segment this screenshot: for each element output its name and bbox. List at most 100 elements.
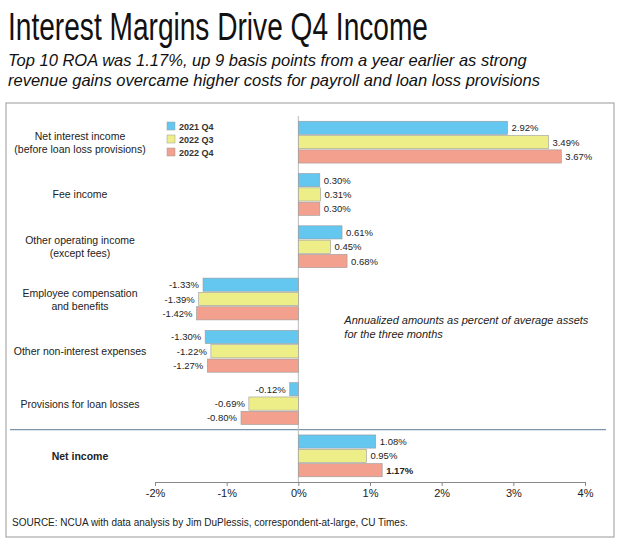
text-line: Net income (52, 450, 109, 462)
legend-item: 2022 Q3 (167, 135, 214, 145)
legend-label: 2022 Q3 (179, 135, 214, 145)
data-label: 0.68% (351, 256, 378, 267)
legend-label: 2022 Q4 (179, 148, 214, 158)
data-label: 0.95% (370, 450, 397, 461)
x-tick: 1% (363, 482, 379, 499)
data-label: -1.33% (169, 279, 200, 290)
data-label: 1.08% (380, 436, 407, 447)
data-label: 0.30% (324, 203, 351, 214)
x-tick-label: 1% (363, 487, 379, 499)
x-tick: 0% (291, 482, 307, 499)
x-tick-mark (298, 482, 299, 486)
x-tick-label: -2% (146, 487, 166, 499)
bar (205, 330, 298, 343)
bar (298, 202, 320, 215)
subtitle: Top 10 ROA was 1.17%, up 9 basis points … (8, 51, 540, 89)
legend-swatch (167, 122, 175, 130)
category-label: Employee compensationand benefits (23, 287, 138, 312)
title: Interest Margins Drive Q4 Income (8, 6, 428, 48)
x-tick-mark (227, 482, 228, 486)
x-tick: -1% (217, 482, 237, 499)
text-line: for the three months (344, 328, 443, 340)
text-line: Employee compensation (23, 287, 138, 299)
bar (298, 174, 320, 187)
x-tick: 4% (578, 482, 594, 499)
text-line: Other non-interest expenses (14, 345, 147, 357)
legend-item: 2021 Q4 (167, 122, 214, 132)
data-label: -0.12% (256, 384, 287, 395)
data-label: -1.30% (171, 331, 202, 342)
data-label: 1.17% (386, 465, 413, 476)
source: SOURCE: NCUA with data analysis by Jim D… (12, 517, 408, 528)
x-tick-mark (370, 482, 371, 486)
x-tick-mark (513, 482, 514, 486)
data-label: -1.39% (165, 294, 196, 305)
data-label: -1.42% (162, 308, 193, 319)
x-tick: 3% (506, 482, 522, 499)
x-tick-mark (442, 482, 443, 486)
data-label: -1.27% (173, 360, 204, 371)
x-tick-mark (155, 482, 156, 486)
text-line: and benefits (51, 300, 108, 312)
text-line: Fee income (53, 188, 108, 200)
x-tick-label: 4% (578, 487, 594, 499)
text-line: Annualized amounts as percent of average… (343, 314, 588, 326)
x-tick-label: 0% (291, 487, 307, 499)
data-label: 2.92% (512, 122, 539, 133)
data-label: 3.67% (565, 151, 592, 162)
bar (298, 136, 548, 149)
bar (298, 254, 347, 267)
data-label: -0.80% (207, 412, 238, 423)
x-tick-label: -1% (217, 487, 237, 499)
x-axis: -2% -1% 0% 1% 2% 3% 4% (146, 482, 594, 499)
bar (241, 411, 298, 424)
category-label: Other non-interest expenses (14, 345, 147, 357)
x-tick-label: 2% (434, 487, 450, 499)
bar (290, 383, 299, 396)
bar (298, 226, 342, 239)
category-label: Provisions for loan losses (20, 398, 139, 410)
bar (249, 397, 298, 410)
text-line: (before loan loss provisions) (14, 143, 145, 155)
text-line: Other operating income (25, 234, 135, 246)
bar (298, 449, 366, 462)
bar (298, 188, 320, 201)
category-label: Fee income (53, 188, 108, 200)
bar (298, 464, 382, 477)
text-line: revenue gains overcame higher costs for … (8, 71, 540, 89)
bar (211, 345, 298, 358)
bar (298, 240, 330, 253)
data-label: 0.45% (335, 241, 362, 252)
legend-swatch (167, 148, 175, 156)
data-label: 0.30% (324, 175, 351, 186)
x-tick-label: 3% (506, 487, 522, 499)
text-line: Net interest income (35, 130, 126, 142)
annotation: Annualized amounts as percent of average… (343, 314, 588, 340)
legend: 2021 Q4 2022 Q3 2022 Q4 (167, 122, 214, 158)
legend-item: 2022 Q4 (167, 148, 214, 158)
bar (207, 359, 298, 372)
separator (10, 429, 606, 430)
x-tick: 2% (434, 482, 450, 499)
category-label: Net income (52, 450, 109, 462)
data-label: 3.49% (552, 137, 579, 148)
bar (298, 435, 375, 448)
text-line: Provisions for loan losses (20, 398, 139, 410)
bars (197, 121, 562, 477)
text-line: (except fees) (50, 247, 111, 259)
bar (298, 121, 507, 134)
bar (199, 292, 299, 305)
legend-swatch (167, 135, 175, 143)
bar (203, 278, 298, 291)
legend-label: 2021 Q4 (179, 122, 214, 132)
chart: Interest Margins Drive Q4 IncomeTop 10 R… (0, 0, 620, 543)
bar (298, 150, 561, 163)
x-tick-mark (585, 482, 586, 486)
category-label: Other operating income(except fees) (25, 234, 135, 259)
data-label: 0.31% (325, 189, 352, 200)
data-label: -0.69% (215, 398, 246, 409)
x-tick: -2% (146, 482, 166, 499)
data-label: -1.22% (177, 346, 208, 357)
data-labels: 2.92% 0.30% 0.61% -1.33% -1.30% -0.12% 1.08% 3.… (162, 122, 592, 475)
data-label: 0.61% (346, 227, 373, 238)
